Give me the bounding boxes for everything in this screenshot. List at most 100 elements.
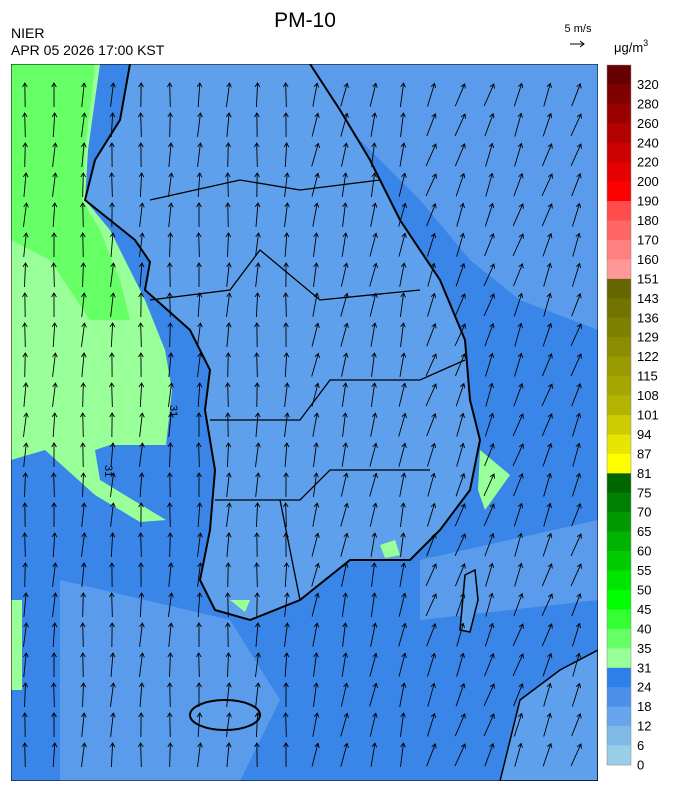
wind-arrow [483, 473, 495, 497]
wind-arrow [167, 232, 174, 258]
wind-arrow [425, 383, 437, 407]
wind-arrow [455, 472, 466, 497]
wind-arrow [23, 232, 29, 257]
wind-arrow [369, 442, 378, 467]
wind-arrow [570, 563, 582, 587]
wind-arrow [425, 143, 437, 167]
wind-arrow [21, 322, 28, 348]
wind-arrow [51, 82, 57, 108]
wind-arrow [312, 502, 320, 527]
wind-arrow [341, 172, 348, 197]
wind-arrow [23, 442, 29, 467]
wind-arrow [226, 682, 232, 707]
wind-arrow [543, 502, 552, 527]
wind-arrow [80, 652, 86, 678]
wind-arrow [109, 742, 116, 768]
wind-arrow [226, 502, 232, 527]
colorbar-swatch [607, 84, 631, 105]
wind-arrow [572, 202, 582, 227]
wind-arrow [22, 82, 28, 108]
wind-arrow [254, 82, 261, 108]
wind-arrow [109, 652, 116, 677]
wind-arrow [426, 412, 437, 437]
wind-arrow [226, 82, 232, 107]
colorbar-label: 31 [637, 660, 651, 675]
wind-arrow [456, 202, 465, 227]
wind-arrow [570, 323, 582, 347]
wind-arrow [254, 742, 260, 768]
wind-arrow [283, 262, 289, 288]
wind-arrow [225, 142, 231, 168]
wind-arrow [255, 232, 261, 257]
colorbar-swatch [607, 667, 631, 688]
wind-arrow [513, 263, 524, 287]
wind-arrow [195, 442, 202, 468]
wind-arrow [196, 412, 202, 438]
wind-arrow [484, 412, 495, 437]
wind-arrow [196, 262, 202, 288]
unit: μg/m3 [614, 38, 648, 55]
wind-arrow [81, 712, 87, 737]
wind-arrow [311, 142, 320, 167]
colorbar-swatch [607, 726, 631, 746]
colorbar-swatch [607, 531, 631, 552]
wind-arrow [571, 592, 582, 617]
wind-arrow [514, 742, 523, 767]
colorbar-swatch [607, 240, 631, 260]
wind-arrow [514, 352, 524, 377]
colorbar-frame [606, 64, 632, 766]
wind-arrow [80, 442, 86, 468]
wind-arrow [283, 532, 289, 558]
wind-arrow [571, 682, 582, 707]
wind-arrow [542, 322, 553, 347]
unit-sup: 3 [643, 38, 648, 48]
wind-arrow [81, 742, 87, 767]
wind-arrow [196, 622, 202, 648]
wind-arrow [195, 652, 202, 678]
wind-arrow [512, 203, 524, 227]
wind-arrow [22, 532, 28, 558]
wind-arrow [167, 112, 173, 138]
wind-arrow [109, 562, 115, 588]
wind-arrow [254, 592, 260, 618]
wind-arrow [168, 382, 174, 407]
wind-arrow [371, 562, 377, 587]
wind-arrow [340, 532, 349, 557]
wind-arrow [139, 412, 145, 437]
wind-arrow [253, 142, 260, 168]
wind-arrow [168, 352, 174, 377]
wind-arrow [513, 502, 524, 527]
wind-arrow [456, 232, 465, 257]
colorbar-label: 240 [637, 135, 659, 150]
wind-arrow [513, 473, 524, 497]
wind-arrow [541, 353, 553, 377]
wind-arrow [51, 112, 58, 138]
wind-arrow [52, 142, 58, 167]
wind-arrow [284, 592, 290, 617]
wind-arrow [311, 352, 320, 377]
colorbar-swatch [607, 259, 631, 280]
wind-arrow [369, 652, 378, 677]
wind-arrow [254, 292, 261, 318]
colorbar-label: 45 [637, 602, 651, 617]
wind-arrow [51, 502, 57, 528]
wind-arrow [425, 353, 437, 377]
wind-arrow [398, 172, 407, 197]
wind-arrow [426, 232, 437, 257]
colorbar-label: 70 [637, 505, 651, 520]
wind-arrow [342, 412, 348, 437]
wind-arrow [398, 442, 407, 467]
wind-arrow [81, 142, 87, 167]
wind-arrow [50, 262, 57, 288]
wind-arrow [225, 112, 232, 137]
wind-arrow [398, 652, 407, 677]
wind-arrow [312, 622, 320, 647]
wind-arrow [541, 413, 553, 437]
wind-arrow [81, 82, 87, 107]
wind-arrow [311, 562, 320, 587]
wind-arrow [282, 502, 289, 528]
wind-arrow [225, 412, 231, 438]
wind-arrow [399, 352, 407, 377]
wind-arrow [313, 652, 319, 677]
green-coast [230, 450, 510, 612]
